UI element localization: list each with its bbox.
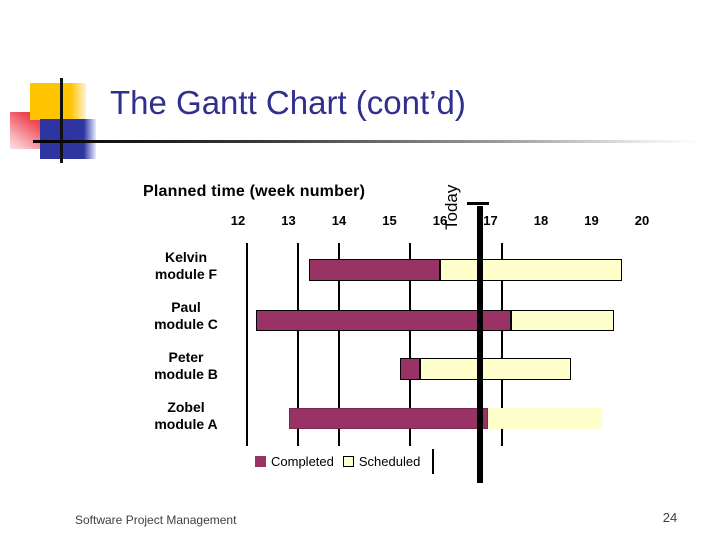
decoration-vertical-line xyxy=(60,78,63,163)
footer-text: Software Project Management xyxy=(75,513,237,527)
decoration-blue-square xyxy=(40,119,96,159)
legend-end-line xyxy=(432,449,434,474)
bar-completed-peter xyxy=(399,358,420,380)
today-line-top-tick xyxy=(467,202,489,205)
gridline xyxy=(246,243,248,446)
week-tick-label: 16 xyxy=(432,213,448,228)
week-tick-label: 18 xyxy=(533,213,549,228)
gridline xyxy=(409,243,411,446)
module-name: module F xyxy=(154,266,218,282)
row-label-peter: Peter module B xyxy=(140,349,232,383)
bar-scheduled-peter xyxy=(419,358,572,380)
legend-swatch-icon xyxy=(342,456,354,467)
decoration-yellow-square xyxy=(30,83,86,120)
person-name: Peter xyxy=(168,349,204,365)
week-tick-label: 20 xyxy=(634,213,650,228)
bar-scheduled-paul xyxy=(510,310,615,331)
week-tick-label: 12 xyxy=(230,213,246,228)
chart-title: Planned time (week number) xyxy=(143,183,366,200)
page-number: 24 xyxy=(662,510,678,525)
person-name: Zobel xyxy=(167,399,205,415)
row-label-kelvin: Kelvin module F xyxy=(140,249,232,283)
gridline xyxy=(338,243,340,446)
title-underline-rule xyxy=(33,140,695,143)
gridline xyxy=(297,243,299,446)
module-name: module B xyxy=(154,366,218,382)
module-name: module C xyxy=(154,316,218,332)
person-name: Kelvin xyxy=(164,249,207,265)
legend: Completed Scheduled xyxy=(255,454,429,469)
bar-completed-zobel xyxy=(288,408,488,429)
legend-label: Scheduled xyxy=(358,454,421,469)
legend-item-scheduled: Scheduled xyxy=(342,454,421,469)
week-tick-label: 15 xyxy=(382,213,397,228)
bar-completed-kelvin xyxy=(308,259,440,281)
week-tick-label: 19 xyxy=(584,213,599,228)
module-name: module A xyxy=(154,416,218,432)
today-line xyxy=(477,206,483,483)
bar-scheduled-kelvin xyxy=(440,259,622,281)
slide-title: The Gantt Chart (cont’d) xyxy=(110,84,466,121)
bar-scheduled-zobel xyxy=(487,408,602,429)
row-label-zobel: Zobel module A xyxy=(140,399,232,433)
person-name: Paul xyxy=(171,299,201,315)
legend-item-completed: Completed xyxy=(255,454,334,469)
week-tick-label: 13 xyxy=(281,213,296,228)
legend-swatch-icon xyxy=(255,456,266,467)
bar-completed-paul xyxy=(255,310,511,331)
legend-label: Completed xyxy=(271,454,334,469)
gridline xyxy=(501,243,503,446)
week-tick-label: 17 xyxy=(483,213,498,228)
row-label-paul: Paul module C xyxy=(140,299,232,333)
week-tick-label: 14 xyxy=(331,213,347,228)
